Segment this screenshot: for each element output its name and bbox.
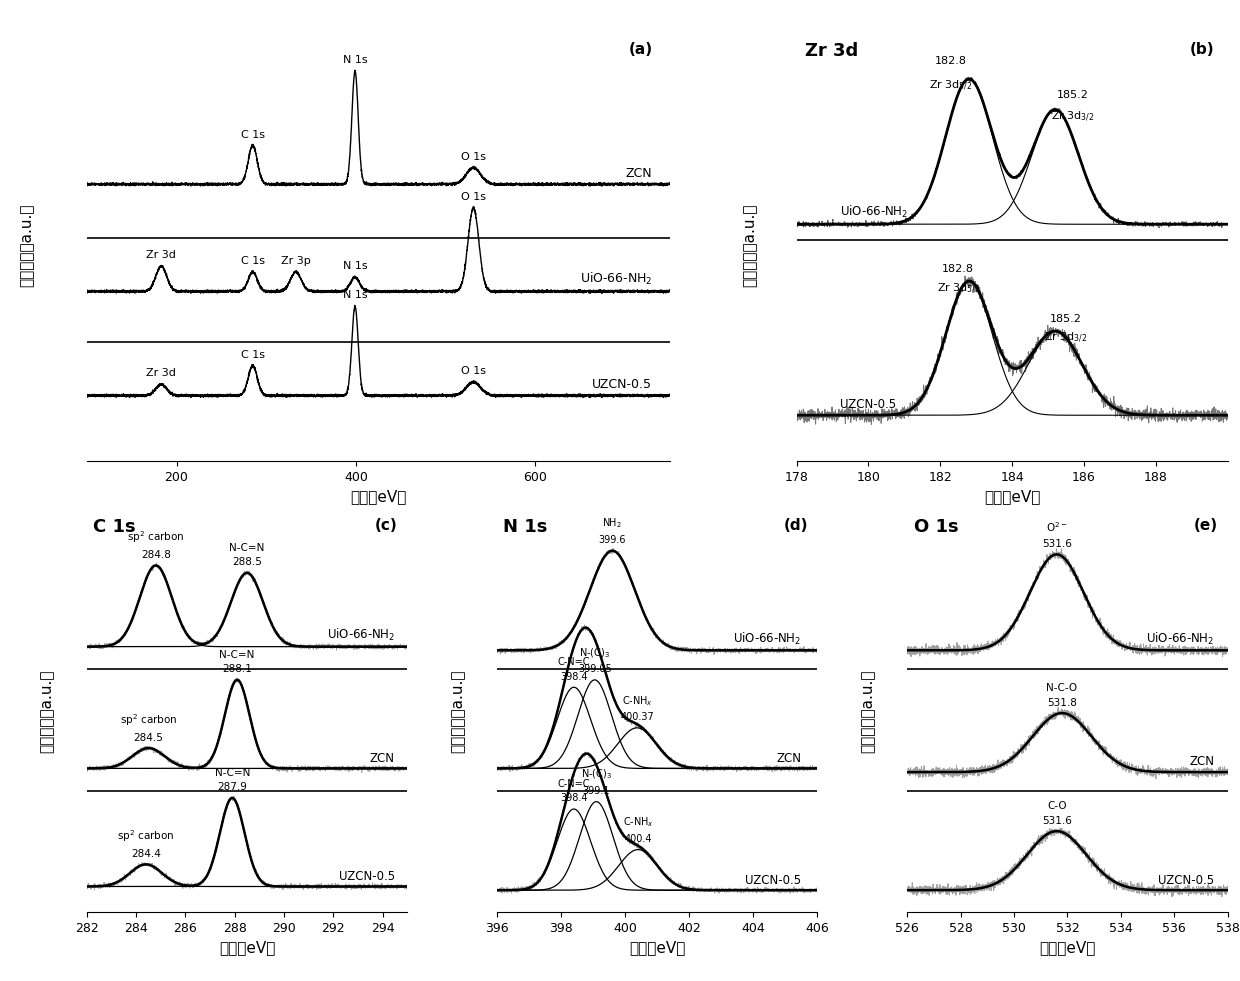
Text: N-(C)$_3$: N-(C)$_3$ <box>580 768 611 781</box>
Text: Zr 3d: Zr 3d <box>146 250 176 260</box>
Text: C 1s: C 1s <box>93 518 136 537</box>
Text: (c): (c) <box>374 518 398 533</box>
Text: C-N=C: C-N=C <box>558 779 590 789</box>
Text: 398.4: 398.4 <box>560 794 588 803</box>
Text: C 1s: C 1s <box>241 256 265 266</box>
Text: O 1s: O 1s <box>461 192 486 202</box>
Y-axis label: 能量强度（a.u.）: 能量强度（a.u.） <box>743 203 758 287</box>
Text: sp$^2$ carbon: sp$^2$ carbon <box>118 828 175 844</box>
Text: 185.2: 185.2 <box>1050 314 1083 324</box>
Text: Zr 3d: Zr 3d <box>146 368 176 379</box>
Text: C-NH$_x$: C-NH$_x$ <box>622 815 653 829</box>
Text: N-C-O: N-C-O <box>1047 683 1078 693</box>
Text: Zr 3d$_{5/2}$: Zr 3d$_{5/2}$ <box>936 282 980 295</box>
Text: (d): (d) <box>784 518 807 533</box>
Text: 288.1: 288.1 <box>222 664 252 674</box>
Text: 284.5: 284.5 <box>134 733 164 743</box>
Text: ZCN: ZCN <box>370 751 394 765</box>
Text: (a): (a) <box>629 42 652 57</box>
Text: C-N=C: C-N=C <box>558 657 590 667</box>
Text: UZCN-0.5: UZCN-0.5 <box>1158 873 1214 887</box>
Text: 399.6: 399.6 <box>599 536 626 545</box>
Text: O$^{2-}$: O$^{2-}$ <box>1045 520 1068 534</box>
Text: ZCN: ZCN <box>1189 755 1214 768</box>
Text: 531.8: 531.8 <box>1047 697 1078 707</box>
Text: 531.6: 531.6 <box>1042 539 1071 548</box>
Text: (b): (b) <box>1190 42 1215 57</box>
X-axis label: 键能（eV）: 键能（eV） <box>1039 941 1096 955</box>
Text: UZCN-0.5: UZCN-0.5 <box>745 873 801 887</box>
Text: 288.5: 288.5 <box>232 557 262 567</box>
X-axis label: 键能（eV）: 键能（eV） <box>983 490 1040 504</box>
Text: Zr 3p: Zr 3p <box>281 256 311 266</box>
Text: C 1s: C 1s <box>241 129 265 139</box>
Text: 399.05: 399.05 <box>578 664 611 674</box>
Y-axis label: 能量强度（a.u.）: 能量强度（a.u.） <box>40 669 55 753</box>
Text: N-C=N: N-C=N <box>229 542 264 552</box>
Text: sp$^2$ carbon: sp$^2$ carbon <box>120 712 177 728</box>
Text: NH$_2$: NH$_2$ <box>603 517 622 531</box>
Text: O 1s: O 1s <box>914 518 959 537</box>
Text: 400.37: 400.37 <box>620 712 653 722</box>
Text: UZCN-0.5: UZCN-0.5 <box>839 398 895 411</box>
X-axis label: 键能（eV）: 键能（eV） <box>218 941 275 955</box>
Text: Zr 3d$_{3/2}$: Zr 3d$_{3/2}$ <box>1044 332 1087 345</box>
Text: 284.4: 284.4 <box>131 849 161 858</box>
Text: UiO-66-NH$_2$: UiO-66-NH$_2$ <box>1146 631 1214 646</box>
Text: 182.8: 182.8 <box>942 264 975 274</box>
Text: N 1s: N 1s <box>342 55 367 65</box>
Text: 400.4: 400.4 <box>624 834 652 844</box>
Text: UiO-66-NH$_2$: UiO-66-NH$_2$ <box>839 204 908 221</box>
Text: 182.8: 182.8 <box>935 56 967 66</box>
Text: 531.6: 531.6 <box>1042 815 1071 826</box>
Text: UZCN-0.5: UZCN-0.5 <box>591 378 652 391</box>
Text: O 1s: O 1s <box>461 152 486 162</box>
Text: N 1s: N 1s <box>342 290 367 300</box>
Text: Zr 3d: Zr 3d <box>805 42 858 61</box>
Y-axis label: 能量强度（a.u.）: 能量强度（a.u.） <box>20 203 35 287</box>
Text: Zr 3d$_{3/2}$: Zr 3d$_{3/2}$ <box>1052 110 1095 124</box>
Text: UiO-66-NH$_2$: UiO-66-NH$_2$ <box>733 631 801 646</box>
Text: UiO-66-NH$_2$: UiO-66-NH$_2$ <box>326 627 394 643</box>
Text: (e): (e) <box>1194 518 1218 533</box>
Text: C-NH$_x$: C-NH$_x$ <box>621 694 652 707</box>
Y-axis label: 能量强度（a.u.）: 能量强度（a.u.） <box>861 669 875 753</box>
Text: ZCN: ZCN <box>776 751 801 765</box>
Text: C 1s: C 1s <box>241 350 265 360</box>
Text: ZCN: ZCN <box>625 167 652 180</box>
Text: N 1s: N 1s <box>503 518 548 537</box>
Text: UiO-66-NH$_2$: UiO-66-NH$_2$ <box>579 271 652 286</box>
Text: O 1s: O 1s <box>461 366 486 377</box>
Text: UZCN-0.5: UZCN-0.5 <box>339 870 394 883</box>
Text: 398.4: 398.4 <box>560 672 588 682</box>
Text: N 1s: N 1s <box>342 261 367 271</box>
Text: C-O: C-O <box>1047 800 1066 811</box>
Y-axis label: 能量强度（a.u.）: 能量强度（a.u.） <box>450 669 465 753</box>
Text: N-(C)$_3$: N-(C)$_3$ <box>579 645 610 659</box>
Text: 185.2: 185.2 <box>1058 90 1089 100</box>
Text: N-C=N: N-C=N <box>215 768 250 778</box>
X-axis label: 键能（eV）: 键能（eV） <box>629 941 686 955</box>
X-axis label: 键能（eV）: 键能（eV） <box>350 490 407 504</box>
Text: Zr 3d$_{5/2}$: Zr 3d$_{5/2}$ <box>929 79 972 93</box>
Text: 287.9: 287.9 <box>217 783 247 793</box>
Text: 399.1: 399.1 <box>583 786 610 797</box>
Text: N-C=N: N-C=N <box>219 649 255 659</box>
Text: sp$^2$ carbon: sp$^2$ carbon <box>128 530 185 545</box>
Text: 284.8: 284.8 <box>141 550 171 560</box>
